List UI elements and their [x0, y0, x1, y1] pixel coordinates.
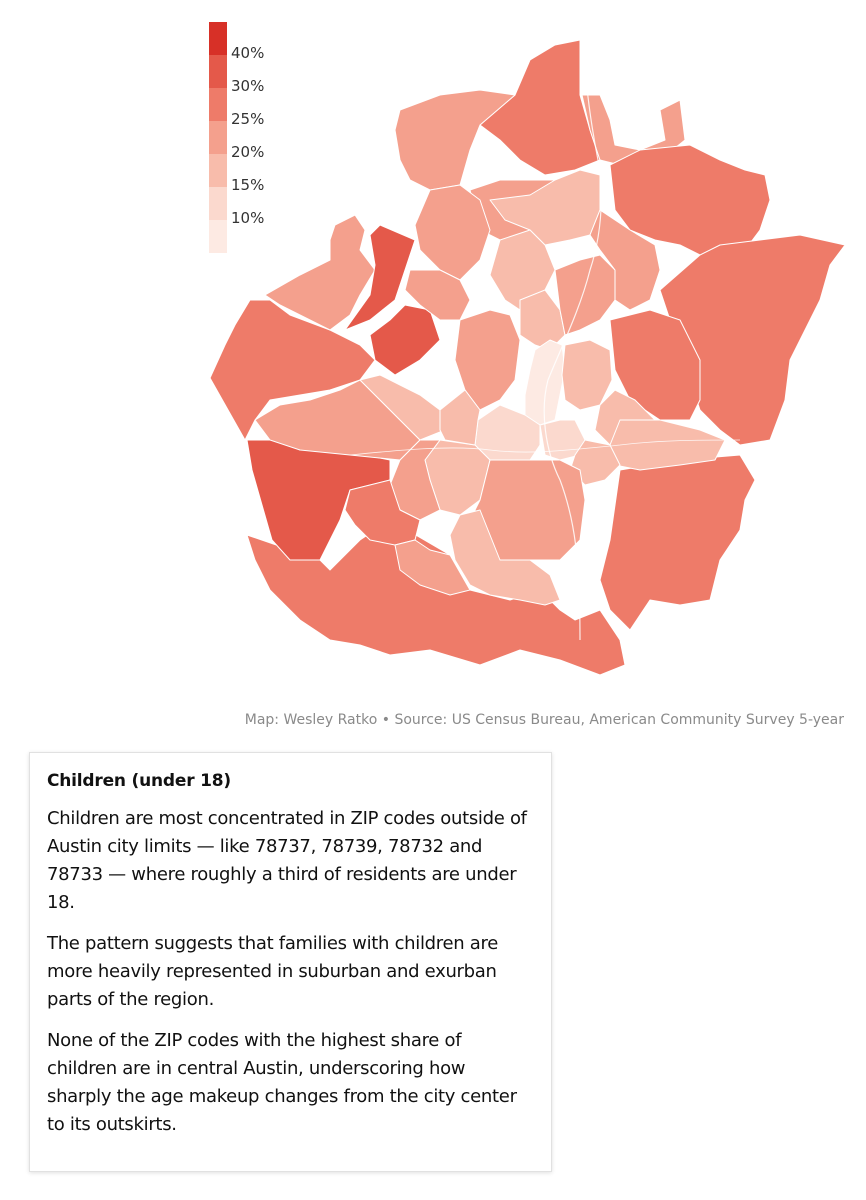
- note-card: Children (under 18) Children are most co…: [29, 752, 552, 1172]
- highway-line: [349, 439, 741, 456]
- river-line: [543, 29, 602, 641]
- region-mopac-south: [394, 539, 471, 596]
- legend-swatch-15: [209, 154, 227, 187]
- region-west: [209, 299, 376, 441]
- map-credit: Map: Wesley Ratko • Source: US Census Bu…: [244, 712, 844, 728]
- region-north-nw: [394, 89, 516, 191]
- region-78733: [369, 304, 441, 376]
- note-paragraph-3: None of the ZIP codes with the highest s…: [47, 1030, 517, 1135]
- legend-label-25: 25%: [231, 110, 265, 128]
- choropleth-map: 40% 30% 25% 20% 15% 10%: [209, 22, 846, 676]
- legend-swatch-10: [209, 187, 227, 220]
- region-northwest-lake: [264, 214, 376, 331]
- legend-label-10: 10%: [231, 209, 265, 227]
- zip-regions: [209, 29, 846, 676]
- region-southeast-inner: [569, 439, 621, 486]
- region-downtown: [524, 339, 566, 426]
- region-central-ne: [554, 254, 616, 336]
- region-southeast: [599, 454, 756, 631]
- region-central-west: [454, 309, 521, 411]
- region-east: [609, 309, 701, 421]
- note-title: Children (under 18): [47, 771, 231, 791]
- region-northwest-inner: [414, 184, 491, 281]
- zip-code-map: [209, 29, 846, 676]
- legend-label-20: 20%: [231, 143, 265, 161]
- region-south-bottom: [449, 509, 561, 606]
- region-central-n: [519, 289, 566, 351]
- note-paragraph-2: The pattern suggests that families with …: [47, 933, 499, 1010]
- legend-swatch-40: [209, 22, 227, 55]
- region-center-west-2: [439, 389, 481, 446]
- legend-label-15: 15%: [231, 176, 265, 194]
- legend-swatch-05: [209, 220, 227, 253]
- legend-label-40: 40%: [231, 44, 265, 62]
- legend-swatch-20: [209, 121, 227, 154]
- region-northeast: [609, 144, 771, 261]
- region-south-lower: [474, 459, 586, 561]
- region-northeast-inner: [589, 209, 661, 311]
- note-paragraph-1: Children are most concentrated in ZIP co…: [47, 808, 527, 913]
- legend-label-30: 30%: [231, 77, 265, 95]
- legend-swatch-30: [209, 55, 227, 88]
- region-78732: [344, 224, 416, 331]
- region-central-east: [561, 339, 613, 411]
- region-north-ne-strip: [581, 94, 686, 166]
- legend-swatch-25: [209, 88, 227, 121]
